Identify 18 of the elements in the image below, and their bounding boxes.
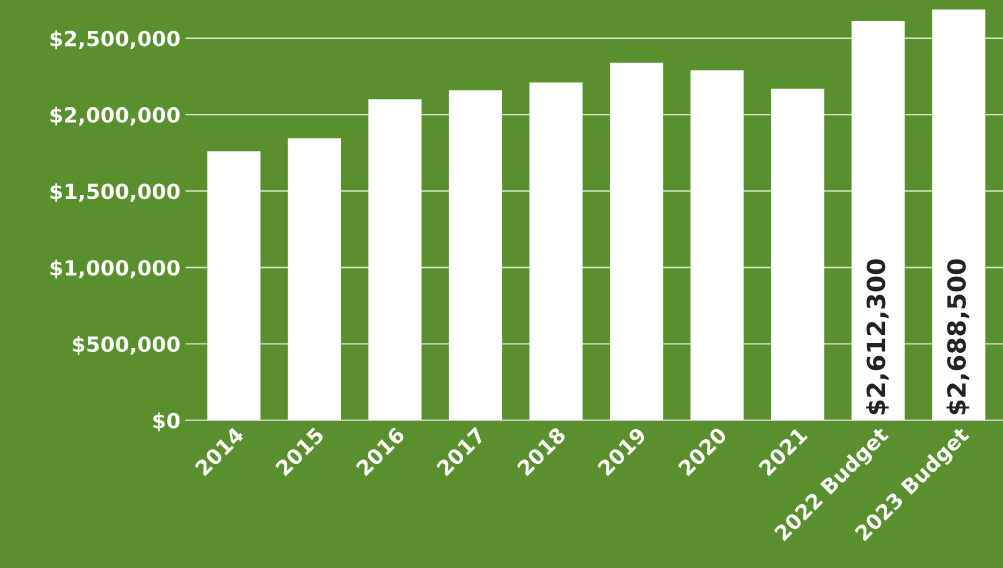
bar [690,70,744,421]
y-tick-label: $500,000 [72,335,180,355]
data-label: $2,688,500 [946,259,970,415]
bar [207,151,261,421]
y-tick-label: $0 [153,412,180,432]
bar [448,90,503,421]
bar [609,62,664,421]
bar [771,88,825,421]
data-label: $2,612,300 [866,259,889,415]
bar [851,21,905,421]
y-tick-label: $1,500,000 [50,183,180,203]
y-tick-label: $2,000,000 [50,106,180,126]
bar [368,99,422,421]
y-tick-label: $2,500,000 [50,30,180,50]
bar [529,82,583,421]
y-tick-label: $1,000,000 [50,259,180,279]
bar [287,138,341,421]
bar [932,9,986,421]
